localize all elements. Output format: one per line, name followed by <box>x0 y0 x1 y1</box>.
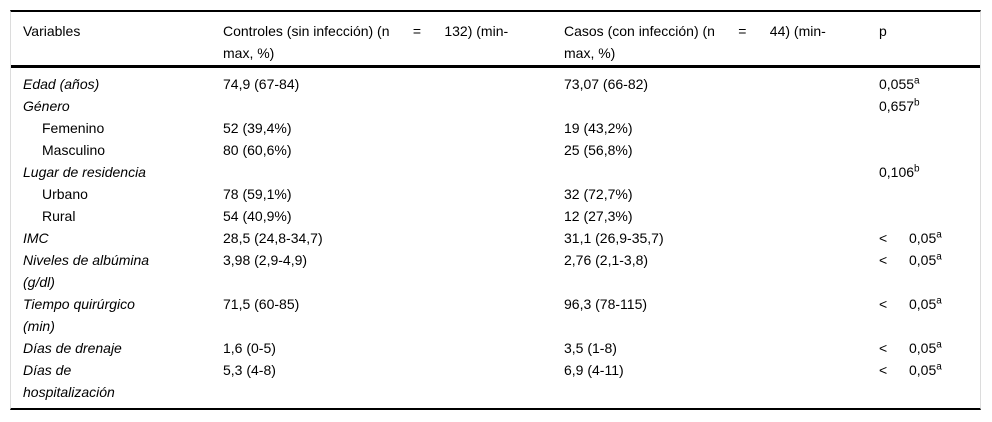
p-prefix: < <box>879 362 888 378</box>
results-table: Variables Controles (sin infección) (n =… <box>10 10 981 410</box>
row-controls-value <box>223 161 564 183</box>
row-label: Tiempo quirúrgico (min) <box>23 296 135 334</box>
row-label: Edad (años) <box>23 76 100 92</box>
row-p-value <box>879 205 980 227</box>
table-row: Días de drenaje 1,6 (0-5) 3,5 (1-8) <0,05a <box>23 337 980 359</box>
table-row: IMC 28,5 (24,8-34,7) 31,1 (26,9-35,7) <0,05… <box>23 227 980 249</box>
row-label: Género <box>23 98 70 114</box>
p-value: 0,05 <box>909 252 937 268</box>
row-p-value: <0,05a <box>879 337 980 359</box>
row-label: Días de drenaje <box>23 340 122 356</box>
p-superscript: a <box>936 361 942 373</box>
row-label: Lugar de residencia <box>23 164 146 180</box>
row-label: IMC <box>23 230 49 246</box>
row-controls-value: 80 (60,6%) <box>223 142 292 158</box>
table-row: Femenino 52 (39,4%) 19 (43,2%) <box>23 117 980 139</box>
row-label: Masculino <box>42 142 106 158</box>
row-controls-value: 74,9 (67-84) <box>223 76 300 92</box>
p-value: 0,05 <box>909 296 937 312</box>
p-prefix: < <box>879 296 888 312</box>
row-cases-value: 73,07 (66-82) <box>564 76 649 92</box>
p-superscript: b <box>914 163 920 175</box>
row-cases-value: 31,1 (26,9-35,7) <box>564 230 664 246</box>
row-cases-value: 25 (56,8%) <box>564 142 633 158</box>
row-cases-value: 2,76 (2,1-3,8) <box>564 252 649 268</box>
row-controls-value <box>223 95 564 117</box>
row-p-value: 0,055a <box>879 73 980 95</box>
table-row: Rural 54 (40,9%) 12 (27,3%) <box>23 205 980 227</box>
row-p-value: <0,05a <box>879 293 980 337</box>
p-value: 0,055 <box>879 76 915 92</box>
row-controls-value: 78 (59,1%) <box>223 186 292 202</box>
row-label: Días de hospitalización <box>23 362 115 400</box>
table-row: Tiempo quirúrgico (min) 71,5 (60-85) 96,3 … <box>23 293 980 337</box>
row-label: Rural <box>42 208 76 224</box>
row-label: Niveles de albúmina (g/dl) <box>23 252 150 290</box>
p-value: 0,05 <box>909 340 937 356</box>
row-label: Femenino <box>42 120 105 136</box>
row-controls-value: 28,5 (24,8-34,7) <box>223 230 323 246</box>
row-cases-value: 3,5 (1-8) <box>564 340 617 356</box>
table-row: Lugar de residencia 0,106b <box>23 161 980 183</box>
p-prefix: < <box>879 230 888 246</box>
row-cases-value <box>564 161 879 183</box>
header-cases: Casos (con infección) (n = 44) (min- max… <box>564 23 826 61</box>
row-p-value <box>879 183 980 205</box>
table-row: Masculino 80 (60,6%) 25 (56,8%) <box>23 139 980 161</box>
p-value: 0,05 <box>909 362 937 378</box>
table-body: Edad (años) 74,9 (67-84) 73,07 (66-82) 0,05… <box>11 68 980 408</box>
p-prefix: < <box>879 340 888 356</box>
row-cases-value: 32 (72,7%) <box>564 186 633 202</box>
row-controls-value: 54 (40,9%) <box>223 208 292 224</box>
row-controls-value: 71,5 (60-85) <box>223 296 300 312</box>
p-value: 0,657 <box>879 98 915 114</box>
p-superscript: a <box>936 295 942 307</box>
row-controls-value: 1,6 (0-5) <box>223 340 276 356</box>
p-superscript: b <box>914 97 920 109</box>
table-row: Niveles de albúmina (g/dl) 3,98 (2,9-4,9)… <box>23 249 980 293</box>
row-controls-value: 3,98 (2,9-4,9) <box>223 252 308 268</box>
p-value: 0,05 <box>909 230 937 246</box>
table-row: Urbano 78 (59,1%) 32 (72,7%) <box>23 183 980 205</box>
row-p-value: 0,657b <box>879 95 980 117</box>
header-p: p <box>879 23 887 39</box>
row-cases-value: 12 (27,3%) <box>564 208 633 224</box>
row-cases-value: 6,9 (4-11) <box>564 362 624 378</box>
row-p-value <box>879 139 980 161</box>
row-p-value <box>879 117 980 139</box>
header-variables: Variables <box>23 23 81 39</box>
p-prefix: < <box>879 252 888 268</box>
table-row: Género 0,657b <box>23 95 980 117</box>
row-cases-value <box>564 95 879 117</box>
table-row: Edad (años) 74,9 (67-84) 73,07 (66-82) 0,05… <box>23 73 980 95</box>
row-p-value: <0,05a <box>879 227 980 249</box>
table-row: Días de hospitalización 5,3 (4-8) 6,9 (4-1… <box>23 359 980 403</box>
row-p-value: <0,05a <box>879 359 980 403</box>
header-controls: Controles (sin infección) (n = 132) (min… <box>223 23 509 61</box>
row-cases-value: 96,3 (78-115) <box>564 296 648 312</box>
p-superscript: a <box>936 251 942 263</box>
p-superscript: a <box>936 339 942 351</box>
table-header-row: Variables Controles (sin infección) (n =… <box>11 12 980 68</box>
row-controls-value: 5,3 (4-8) <box>223 362 276 378</box>
row-p-value: 0,106b <box>879 161 980 183</box>
row-cases-value: 19 (43,2%) <box>564 120 633 136</box>
p-superscript: a <box>936 229 942 241</box>
row-label: Urbano <box>42 186 88 202</box>
p-value: 0,106 <box>879 164 915 180</box>
p-superscript: a <box>914 75 920 87</box>
row-p-value: <0,05a <box>879 249 980 293</box>
row-controls-value: 52 (39,4%) <box>223 120 292 136</box>
